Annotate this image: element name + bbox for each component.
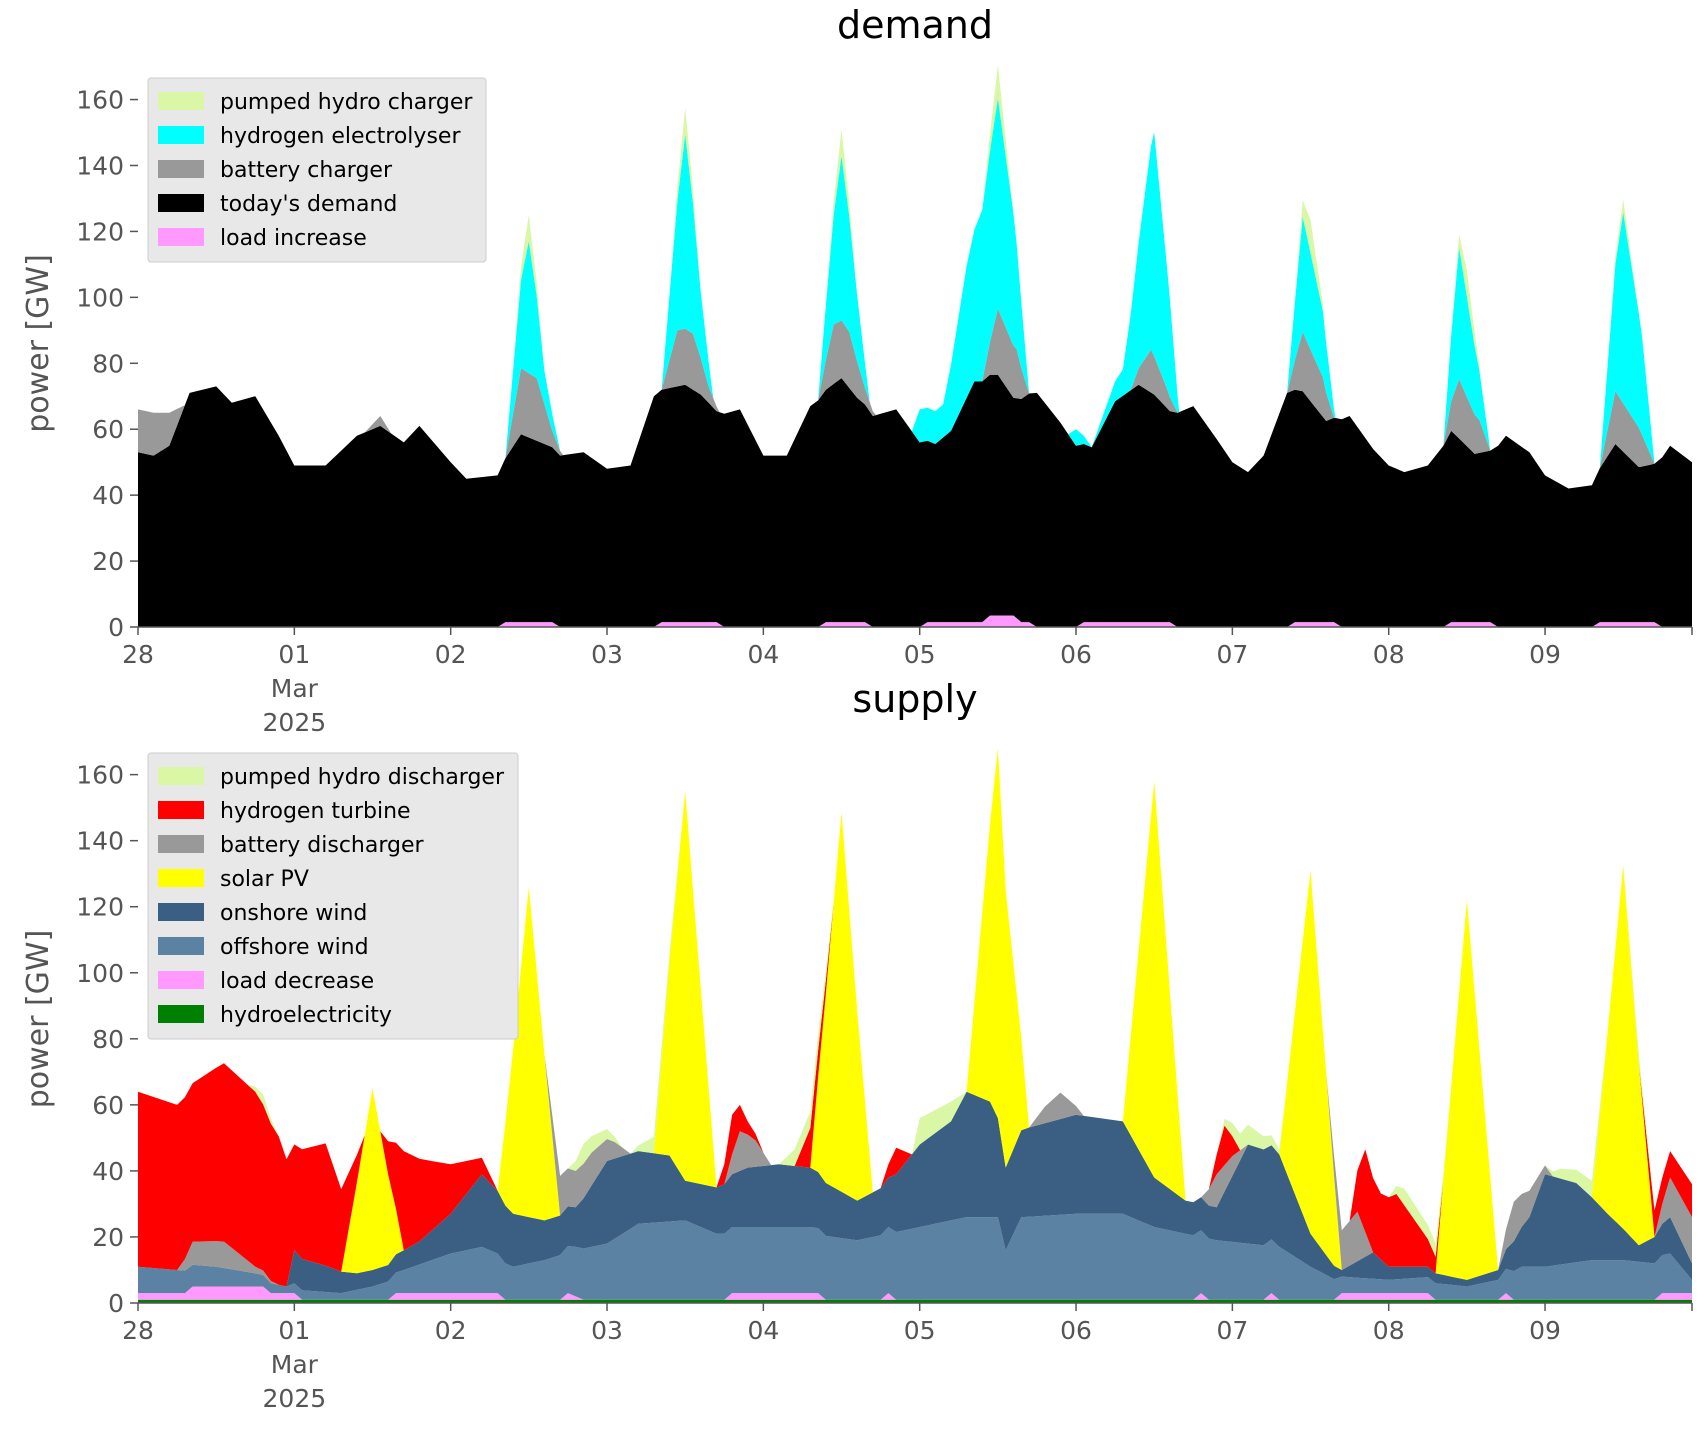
area-series-battery-charger <box>138 308 1692 489</box>
area-series-onshore-wind <box>138 1091 1692 1294</box>
y-tick-label: 20 <box>92 547 124 576</box>
x-tick-label: 02 <box>435 1316 467 1345</box>
y-axis-label: power [GW] <box>21 254 56 433</box>
x-tick-label: 07 <box>1216 1316 1248 1345</box>
x-tick-label: 02 <box>435 640 467 669</box>
y-tick-label: 100 <box>76 283 124 312</box>
legend-label: load decrease <box>220 969 374 994</box>
x-tick-label: 03 <box>591 640 623 669</box>
chart-title: supply <box>852 677 977 721</box>
legend-swatch <box>158 92 204 110</box>
x-tick-label: 09 <box>1529 640 1561 669</box>
y-tick-label: 40 <box>92 1157 124 1186</box>
legend-label: hydrogen electrolyser <box>220 124 461 149</box>
x-tick-label: 07 <box>1216 640 1248 669</box>
legend-swatch <box>158 160 204 178</box>
y-tick-label: 100 <box>76 959 124 988</box>
legend-swatch <box>158 767 204 785</box>
y-tick-label: 160 <box>76 86 124 115</box>
y-tick-label: 0 <box>108 613 124 642</box>
chart-title: demand <box>837 3 993 47</box>
legend-label: battery discharger <box>220 833 425 858</box>
x-tick-label: 06 <box>1060 1316 1092 1345</box>
x-tick-label: 01 Mar 2025 <box>263 640 327 737</box>
area-series-today-s-demand <box>138 374 1692 627</box>
y-tick-label: 120 <box>76 893 124 922</box>
x-tick-label: 09 <box>1529 1316 1561 1345</box>
y-tick-label: 80 <box>92 1025 124 1054</box>
x-tick-label: 06 <box>1060 640 1092 669</box>
legend-label: today's demand <box>220 192 397 217</box>
x-tick-label: 05 <box>904 1316 936 1345</box>
area-series-hydroelectricity <box>138 1299 1692 1303</box>
legend-swatch <box>158 869 204 887</box>
y-tick-label: 140 <box>76 827 124 856</box>
legend-label: offshore wind <box>220 935 369 960</box>
y-tick-label: 20 <box>92 1223 124 1252</box>
legend-label: hydrogen turbine <box>220 799 411 824</box>
legend-label: hydroelectricity <box>220 1003 392 1028</box>
x-tick-label: 04 <box>747 1316 779 1345</box>
legend <box>147 77 487 263</box>
y-tick-label: 60 <box>92 415 124 444</box>
y-tick-label: 140 <box>76 151 124 180</box>
legend <box>147 752 519 1040</box>
legend-swatch <box>158 1005 204 1023</box>
y-tick-label: 0 <box>108 1289 124 1318</box>
x-tick-label: 01 Mar 2025 <box>263 1316 327 1413</box>
legend-swatch <box>158 835 204 853</box>
x-tick-label: 28 <box>122 1316 154 1345</box>
legend-swatch <box>158 903 204 921</box>
legend-label: load increase <box>220 226 367 251</box>
legend-swatch <box>158 801 204 819</box>
x-tick-label: 08 <box>1373 1316 1405 1345</box>
y-tick-label: 80 <box>92 349 124 378</box>
legend-label: battery charger <box>220 158 393 183</box>
legend-label: solar PV <box>220 867 309 892</box>
y-tick-label: 120 <box>76 217 124 246</box>
legend-label: onshore wind <box>220 901 367 926</box>
y-axis-label: power [GW] <box>21 930 56 1109</box>
legend-swatch <box>158 194 204 212</box>
x-tick-label: 05 <box>904 640 936 669</box>
area-series-solar-pv <box>138 748 1692 1287</box>
x-tick-label: 28 <box>122 640 154 669</box>
legend-swatch <box>158 126 204 144</box>
legend-label: pumped hydro charger <box>220 90 473 115</box>
area-series-hydrogen-turbine <box>138 748 1692 1287</box>
legend-swatch <box>158 228 204 246</box>
legend-swatch <box>158 937 204 955</box>
y-tick-label: 160 <box>76 761 124 790</box>
area-series-offshore-wind <box>138 1213 1692 1300</box>
legend-swatch <box>158 971 204 989</box>
area-series-load-increase <box>138 615 1692 627</box>
x-tick-label: 04 <box>747 640 779 669</box>
y-tick-label: 60 <box>92 1091 124 1120</box>
x-tick-label: 03 <box>591 1316 623 1345</box>
legend-label: pumped hydro discharger <box>220 765 505 790</box>
x-tick-label: 08 <box>1373 640 1405 669</box>
y-tick-label: 40 <box>92 481 124 510</box>
